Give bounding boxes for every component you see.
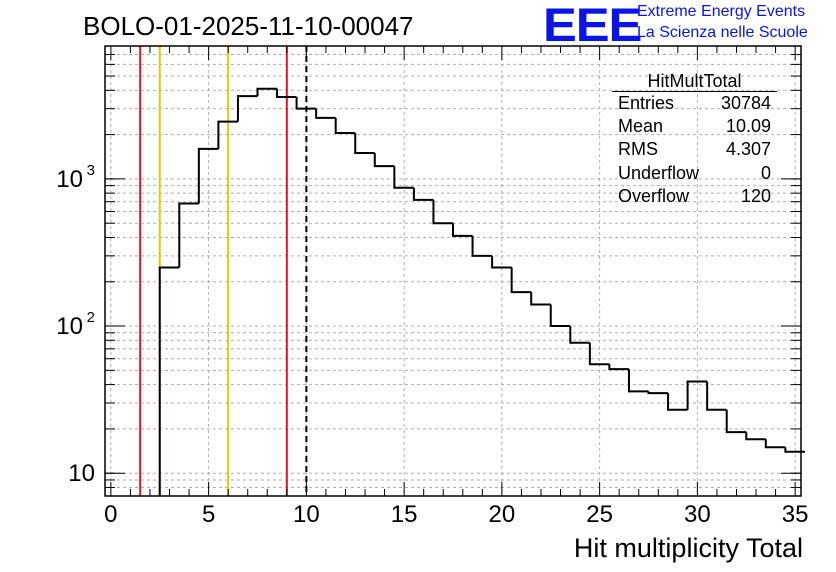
stats-row-entries: Entries 30784 (612, 92, 777, 115)
histogram-bin (667, 393, 688, 411)
histogram-bin (588, 342, 610, 366)
histogram-bin (354, 133, 375, 154)
plot-title: BOLO-01-2025-11-10-00047 (83, 11, 414, 41)
histogram-bin (217, 120, 238, 149)
histogram-bin (178, 202, 199, 268)
y-tick-label: 10 (68, 460, 95, 487)
stats-label: RMS (618, 139, 658, 160)
logo-tagline-1: Extreme Energy Events (637, 3, 806, 20)
histogram-bin (608, 364, 629, 371)
histogram-bin (334, 117, 356, 135)
plot-frame (104, 45, 802, 497)
stats-label: Mean (618, 116, 664, 137)
histogram-bin (295, 97, 317, 110)
y-tick-exponent: 2 (87, 309, 95, 326)
histogram-bin (686, 380, 708, 410)
stats-value: 0 (760, 162, 771, 183)
x-tick-label: 25 (586, 501, 613, 528)
eee-logo-mark: EEE (543, 0, 642, 51)
stats-value: 120 (740, 185, 771, 206)
histogram-bin (764, 439, 786, 449)
histogram-bin (236, 95, 258, 122)
histogram-bin (549, 304, 571, 328)
stats-row-underflow: Underflow 0 (612, 162, 777, 185)
stats-box: HitMultTotal Entries 30784 Mean 10.09 RM… (612, 71, 777, 208)
stats-label: Underflow (618, 162, 700, 183)
stats-value: 30784 (720, 93, 771, 113)
x-tick-label: 30 (684, 501, 711, 528)
stats-row-rms: RMS 4.307 (612, 138, 777, 161)
histogram-bin (491, 255, 512, 269)
stats-title: HitMultTotal (612, 71, 777, 92)
stats-label: Overflow (618, 185, 690, 206)
x-tick-label: 35 (782, 501, 809, 528)
histogram-bin (373, 152, 395, 168)
stats-value: 10.09 (725, 116, 771, 137)
x-tick-label: 10 (293, 501, 320, 528)
histogram-bin (530, 292, 551, 306)
histogram-bin (647, 391, 669, 395)
stats-label: Entries (618, 93, 675, 113)
y-tick-label: 10 (56, 166, 83, 193)
histogram-bin (510, 267, 532, 294)
logo-tagline-2: La Scienza nelle Scuole (637, 24, 808, 41)
x-tick-label: 0 (104, 501, 117, 528)
stats-row-mean: Mean 10.09 (612, 115, 777, 138)
x-tick-label: 15 (391, 501, 418, 528)
histogram-bin (412, 187, 434, 201)
histogram-bin (745, 432, 766, 441)
histogram-bin (276, 88, 297, 99)
histogram-bin (706, 381, 727, 411)
histogram-bin (197, 147, 219, 204)
histogram-bin (627, 369, 649, 393)
y-tick-exponent: 3 (87, 162, 95, 179)
histogram-bin (725, 409, 747, 434)
histogram-bin (432, 199, 453, 225)
x-tick-label: 20 (489, 501, 516, 528)
histogram-bin (158, 266, 180, 496)
histogram-bin (569, 326, 590, 344)
histogram-bin (471, 235, 493, 257)
histogram-bin (315, 108, 336, 119)
histogram-bin (256, 87, 278, 97)
histogram-bin (393, 166, 414, 189)
histogram-bin (452, 223, 473, 237)
y-tick-label: 10 (56, 313, 83, 340)
histogram-bin (784, 447, 805, 453)
x-axis-label: Hit multiplicity Total (573, 533, 803, 563)
stats-value: 4.307 (725, 139, 771, 160)
stats-row-overflow: Overflow 120 (612, 185, 777, 208)
x-tick-label: 5 (202, 501, 215, 528)
